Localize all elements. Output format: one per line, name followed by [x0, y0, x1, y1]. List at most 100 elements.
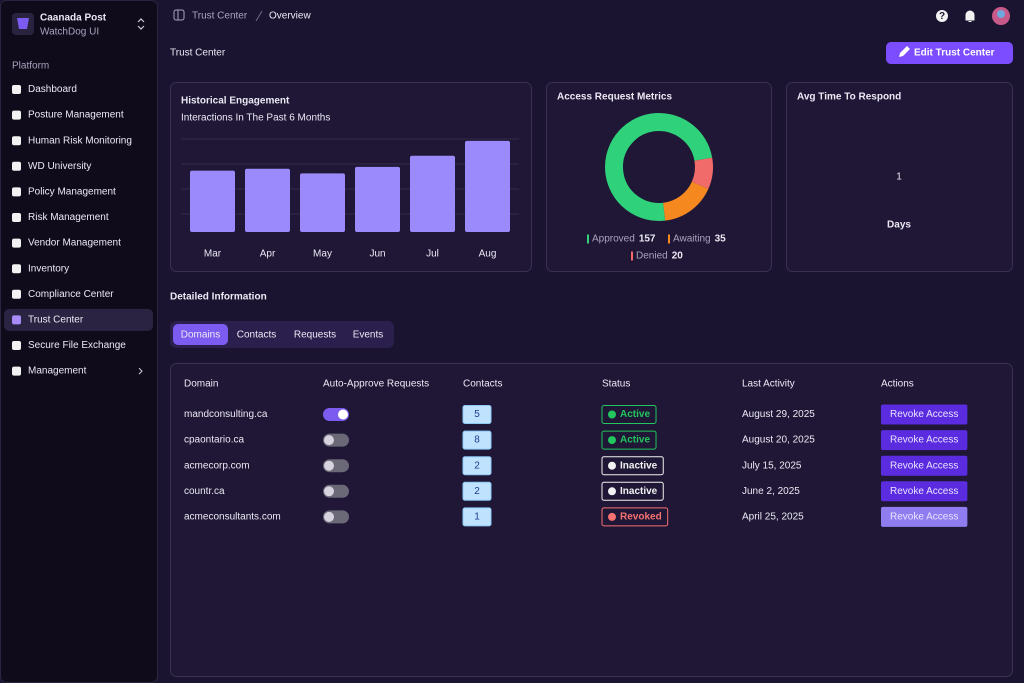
org-logo-mark — [17, 18, 29, 29]
nav-item[interactable]: Posture Management — [28, 110, 124, 121]
nav-item[interactable]: Vendor Management — [28, 238, 121, 249]
nav-item[interactable]: Dashboard — [28, 84, 77, 95]
contacts-count: 1 — [474, 512, 480, 523]
toggle-knob — [324, 486, 334, 497]
revoke-button[interactable] — [881, 430, 968, 451]
donut-segment — [662, 181, 709, 221]
column-header: Domain — [184, 379, 218, 390]
bar-chart: Mar Apr May Jun Jul Aug — [181, 138, 519, 260]
nav-icon — [12, 289, 21, 299]
chart-subtitle: Interactions In The Past 6 Months — [181, 113, 330, 124]
tab[interactable]: Events — [353, 330, 384, 341]
column-header: Contacts — [463, 379, 502, 390]
bar — [245, 168, 290, 232]
org-switcher[interactable] — [137, 18, 145, 30]
nav-icon — [12, 85, 21, 94]
help-glyph: ? — [939, 11, 945, 22]
nav-item[interactable]: Secure File Exchange — [28, 340, 126, 351]
bar — [190, 170, 235, 232]
revoke-button[interactable] — [881, 455, 968, 476]
legend-swatch — [631, 251, 633, 261]
nav-icon — [12, 110, 21, 120]
edit-button[interactable] — [886, 42, 1013, 64]
x-tick-label: Mar — [204, 249, 222, 260]
x-tick-label: May — [313, 249, 332, 260]
x-tick-label: Jul — [426, 249, 439, 260]
nav-icon — [12, 187, 21, 197]
legend-swatch — [587, 234, 589, 244]
contacts-count: 5 — [474, 409, 480, 420]
avatar-detail — [997, 10, 1005, 18]
revoke-button[interactable] — [881, 404, 968, 425]
nav-icon — [12, 213, 21, 222]
nav-item[interactable]: Risk Management — [28, 212, 109, 223]
contacts-badge — [462, 430, 492, 450]
nav-expand[interactable] — [138, 367, 143, 375]
tab[interactable]: Requests — [294, 330, 336, 341]
notifications-icon[interactable] — [965, 10, 975, 22]
toggle-knob — [324, 511, 334, 522]
status-dot — [608, 512, 616, 521]
revoke-button[interactable] — [881, 506, 968, 527]
nav-section-label: Platform — [12, 61, 49, 72]
help-icon[interactable] — [936, 10, 948, 22]
nav-icon — [12, 161, 21, 171]
x-tick-label: Jun — [369, 249, 385, 260]
nav-item[interactable]: Policy Management — [28, 187, 116, 198]
data-label: 157 — [639, 234, 656, 245]
nav-item[interactable]: Management — [28, 366, 87, 377]
x-tick-label: Apr — [260, 249, 276, 260]
edit-button-label: Edit Trust Center — [914, 48, 995, 59]
legend-label: Denied — [636, 251, 668, 262]
table-card — [170, 363, 1013, 677]
nav-item[interactable]: Trust Center — [28, 315, 84, 326]
contacts-count: 8 — [474, 435, 480, 446]
domain: acmecorp.com — [184, 460, 250, 471]
nav-item[interactable]: Compliance Center — [28, 289, 114, 300]
nav-icon — [12, 366, 21, 376]
status-label: Active — [620, 435, 650, 446]
nav-item[interactable]: WD University — [28, 161, 91, 172]
data-label: 20 — [672, 251, 684, 262]
x-tick-label: Aug — [479, 249, 497, 260]
response-value: 1 — [896, 172, 902, 183]
breadcrumb-link[interactable]: Trust Center — [192, 11, 248, 22]
status-label: Revoked — [620, 512, 662, 523]
nav-icon — [12, 238, 21, 248]
tab[interactable]: Contacts — [237, 330, 276, 341]
card-title: Avg Time To Respond — [797, 92, 901, 103]
revoke-button-label: Revoke Access — [890, 460, 958, 471]
org-subtitle: WatchDog UI — [40, 27, 99, 38]
sidebar-toggle[interactable] — [173, 9, 185, 21]
legend-label: Approved — [592, 234, 635, 245]
nav-icon — [12, 315, 21, 325]
bar — [300, 173, 345, 232]
column-header: Last Activity — [742, 379, 795, 390]
status-dot — [608, 461, 616, 470]
status-label: Inactive — [620, 460, 658, 471]
page-title: Trust Center — [170, 48, 226, 59]
bar — [355, 166, 400, 232]
last-activity: August 20, 2025 — [742, 435, 815, 446]
legend-swatch — [668, 234, 670, 244]
nav-item[interactable]: Human Risk Monitoring — [28, 135, 132, 146]
tab[interactable]: Domains — [181, 330, 220, 341]
nav-icon — [12, 136, 21, 146]
revoke-button-label: Revoke Access — [890, 435, 958, 446]
donut-segment — [605, 113, 713, 221]
status-badge — [601, 507, 669, 527]
column-header: Auto-Approve Requests — [323, 379, 429, 390]
domain: countr.ca — [184, 486, 225, 497]
edit-icon — [899, 46, 910, 57]
status-label: Active — [620, 409, 650, 420]
column-header: Actions — [881, 379, 914, 390]
contacts-badge — [462, 507, 492, 527]
revoke-button[interactable] — [881, 481, 968, 502]
status-dot — [608, 436, 616, 445]
donut-chart: Approved 157 Awaiting 35 Denied 20 — [587, 113, 726, 262]
nav-icon — [12, 341, 21, 350]
contacts-badge — [462, 481, 492, 501]
nav-item[interactable]: Inventory — [28, 263, 69, 274]
status-badge — [601, 456, 664, 476]
